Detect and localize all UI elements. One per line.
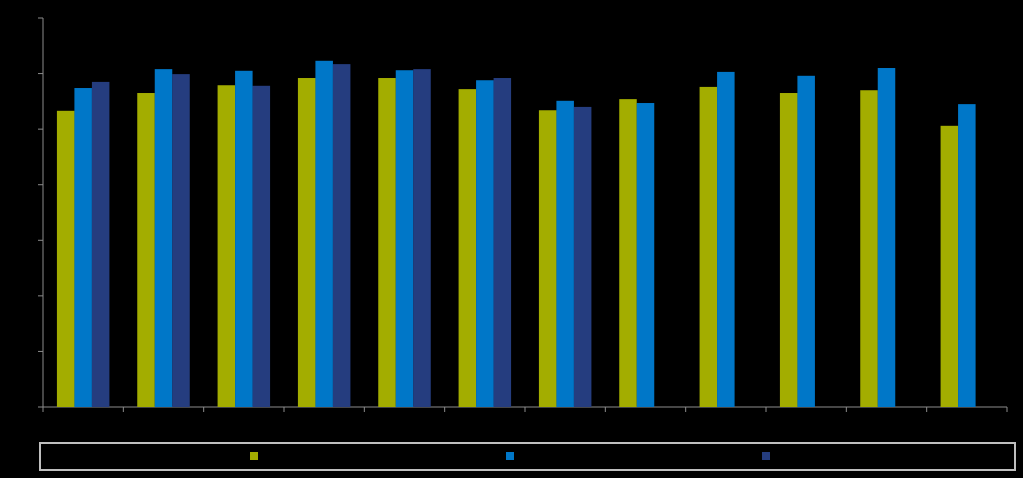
bar bbox=[860, 90, 878, 407]
bar bbox=[395, 70, 414, 407]
bar bbox=[378, 78, 396, 407]
bar bbox=[154, 69, 173, 407]
bar bbox=[958, 104, 976, 407]
bar bbox=[413, 69, 431, 407]
legend-box bbox=[39, 442, 1016, 471]
bar bbox=[877, 68, 896, 407]
bar bbox=[137, 93, 155, 408]
bar bbox=[297, 78, 316, 407]
legend-swatch bbox=[506, 452, 514, 460]
legend-swatch bbox=[762, 452, 770, 460]
bar bbox=[332, 64, 351, 408]
bar bbox=[717, 71, 735, 407]
bar bbox=[940, 125, 959, 408]
bar bbox=[74, 88, 92, 408]
bar bbox=[797, 75, 815, 408]
bar bbox=[699, 86, 718, 407]
bar bbox=[91, 81, 110, 408]
bar bbox=[619, 99, 637, 408]
bar bbox=[252, 85, 271, 407]
bar bbox=[573, 106, 592, 408]
bar bbox=[235, 70, 253, 408]
bar bbox=[476, 80, 494, 408]
bar bbox=[217, 85, 236, 408]
bar bbox=[315, 60, 333, 407]
bar bbox=[493, 78, 512, 407]
bar bbox=[172, 74, 190, 408]
bar bbox=[458, 89, 477, 407]
legend-swatch bbox=[250, 452, 258, 460]
bar bbox=[538, 110, 557, 408]
bar bbox=[56, 110, 75, 407]
bar bbox=[636, 103, 655, 407]
bar bbox=[556, 100, 574, 408]
bar bbox=[779, 93, 798, 408]
